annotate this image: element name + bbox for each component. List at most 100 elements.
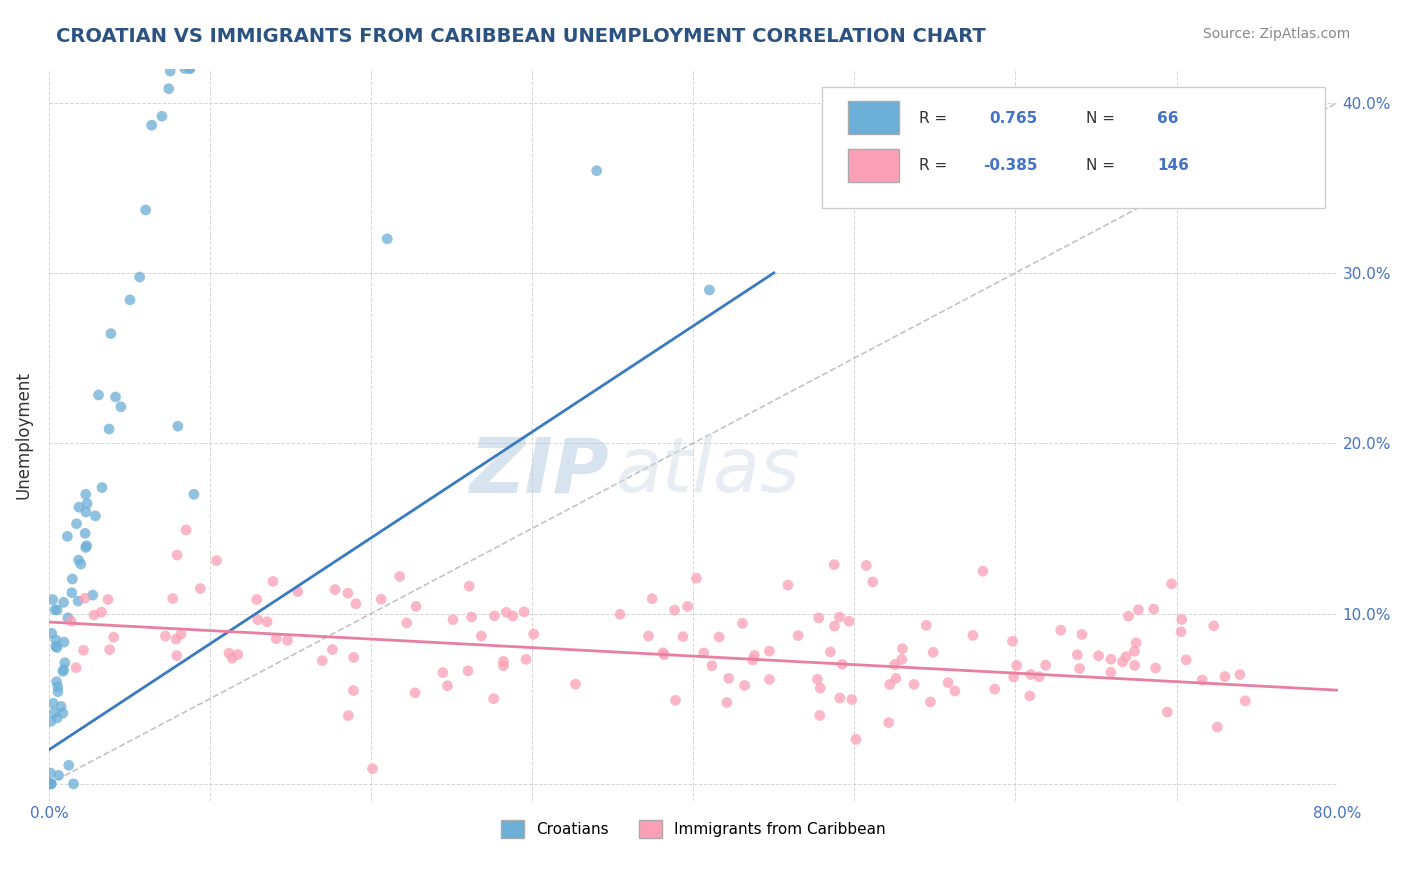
Point xyxy=(246,592,269,607)
Point xyxy=(166,648,188,663)
Point xyxy=(155,629,177,643)
Point xyxy=(1099,652,1122,666)
Point xyxy=(1160,576,1182,591)
Point xyxy=(828,610,851,624)
Text: ZIP: ZIP xyxy=(470,434,610,508)
Point xyxy=(76,497,98,511)
Point xyxy=(104,390,127,404)
Point xyxy=(1156,705,1178,719)
Point xyxy=(920,695,942,709)
Point xyxy=(828,691,851,706)
Point xyxy=(188,582,211,596)
Point xyxy=(205,553,228,567)
Point xyxy=(903,677,925,691)
Point xyxy=(502,609,524,624)
Text: atlas: atlas xyxy=(616,434,800,508)
Point xyxy=(65,516,87,531)
Point xyxy=(72,643,94,657)
Point xyxy=(45,674,67,689)
Point xyxy=(118,293,141,307)
Point xyxy=(664,693,686,707)
Point xyxy=(838,614,860,628)
Point xyxy=(69,557,91,571)
Point xyxy=(495,606,517,620)
Point xyxy=(44,706,66,720)
Text: -0.385: -0.385 xyxy=(983,159,1038,173)
Point xyxy=(855,558,877,573)
Point xyxy=(100,326,122,341)
Point xyxy=(166,548,188,562)
Point xyxy=(262,574,284,589)
Point xyxy=(1191,673,1213,687)
Point xyxy=(336,586,359,600)
Point xyxy=(432,665,454,680)
Point xyxy=(388,569,411,583)
Point xyxy=(76,539,98,553)
Point xyxy=(45,640,67,654)
Point xyxy=(585,163,607,178)
Point xyxy=(484,608,506,623)
Point xyxy=(75,526,97,541)
Point xyxy=(98,642,121,657)
Point xyxy=(652,648,675,662)
Point xyxy=(1175,653,1198,667)
Point xyxy=(48,768,70,782)
Point xyxy=(256,615,278,629)
Point xyxy=(972,564,994,578)
Point xyxy=(53,656,76,670)
Point xyxy=(651,646,673,660)
Point xyxy=(218,646,240,660)
Point xyxy=(370,592,392,607)
Point xyxy=(110,400,132,414)
Point xyxy=(758,673,780,687)
Point xyxy=(65,661,87,675)
Point xyxy=(1028,670,1050,684)
Point xyxy=(342,683,364,698)
Point xyxy=(179,62,201,76)
Point xyxy=(513,605,536,619)
Point xyxy=(676,599,699,614)
Point xyxy=(52,665,75,679)
Point xyxy=(883,657,905,672)
Point xyxy=(1001,634,1024,648)
Point xyxy=(62,777,84,791)
Point xyxy=(776,578,799,592)
Point xyxy=(1111,655,1133,669)
Point xyxy=(128,270,150,285)
Point xyxy=(67,500,90,515)
Point xyxy=(1070,627,1092,641)
Point xyxy=(564,677,586,691)
Point xyxy=(46,640,69,655)
Point xyxy=(460,610,482,624)
Point xyxy=(135,202,157,217)
FancyBboxPatch shape xyxy=(848,102,900,135)
Point xyxy=(879,677,901,691)
Point xyxy=(361,762,384,776)
Point xyxy=(221,651,243,665)
Point xyxy=(67,553,90,567)
Text: CROATIAN VS IMMIGRANTS FROM CARIBBEAN UNEMPLOYMENT CORRELATION CHART: CROATIAN VS IMMIGRANTS FROM CARIBBEAN UN… xyxy=(56,27,986,45)
Point xyxy=(41,592,63,607)
Point xyxy=(46,680,69,694)
Point xyxy=(52,595,75,609)
Point xyxy=(170,627,193,641)
Point xyxy=(173,62,195,76)
Point xyxy=(482,691,505,706)
Point xyxy=(1125,636,1147,650)
Point xyxy=(1170,612,1192,626)
Point xyxy=(441,613,464,627)
Point xyxy=(56,611,79,625)
Point xyxy=(75,505,97,519)
Point xyxy=(97,592,120,607)
Point xyxy=(845,732,868,747)
Point xyxy=(1099,665,1122,680)
Point xyxy=(179,62,201,76)
Point xyxy=(49,699,72,714)
Point xyxy=(45,632,67,647)
Point xyxy=(1002,670,1025,684)
Point xyxy=(943,684,966,698)
Point xyxy=(60,614,83,628)
Point xyxy=(395,615,418,630)
Text: N =: N = xyxy=(1087,111,1115,126)
Point xyxy=(862,574,884,589)
